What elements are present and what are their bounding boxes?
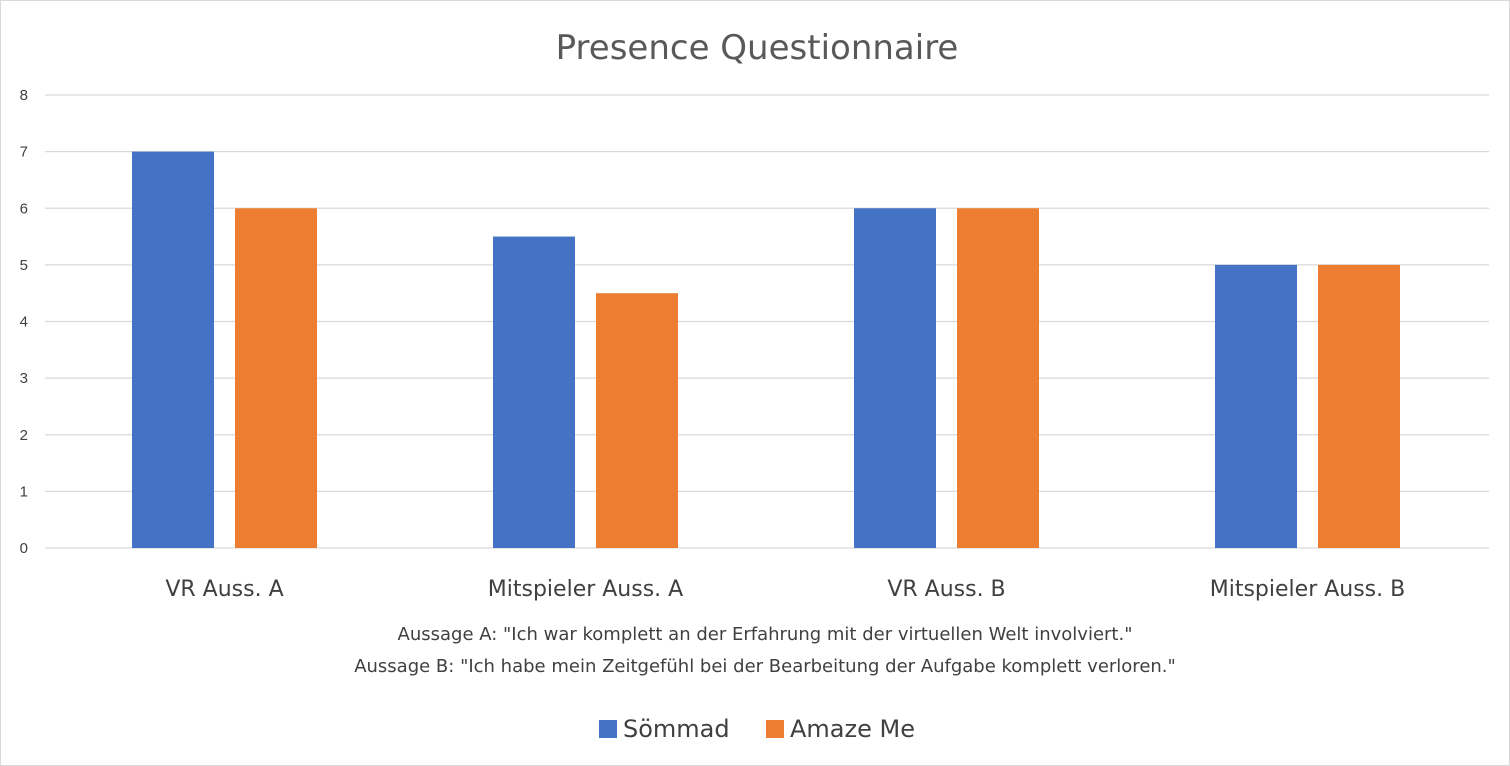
y-tick-label: 2 <box>20 427 28 444</box>
y-axis-tick-labels: 0 1 2 3 4 5 6 7 8 <box>20 87 28 557</box>
chart-title: Presence Questionnaire <box>556 28 959 68</box>
y-tick-label: 5 <box>20 257 28 274</box>
bars <box>132 151 1400 548</box>
x-tick-label: Mitspieler Auss. B <box>1210 577 1405 602</box>
bar-soemmad-4 <box>1215 264 1297 548</box>
x-tick-label: Mitspieler Auss. A <box>488 577 683 602</box>
y-tick-label: 1 <box>20 483 28 500</box>
x-tick-label: VR Auss. B <box>887 577 1005 602</box>
legend-label-amaze-me: Amaze Me <box>790 715 915 743</box>
bar-amaze-me-1 <box>235 208 317 548</box>
legend: Sömmad Amaze Me <box>599 715 915 743</box>
bar-amaze-me-2 <box>596 293 678 548</box>
bar-soemmad-1 <box>132 151 214 548</box>
legend-swatch-soemmad <box>599 720 617 738</box>
legend-swatch-amaze-me <box>766 720 784 738</box>
bar-soemmad-3 <box>854 208 936 548</box>
y-tick-label: 8 <box>20 87 28 104</box>
y-tick-label: 6 <box>20 200 28 217</box>
x-axis-tick-labels: VR Auss. A Mitspieler Auss. A VR Auss. B Mi… <box>165 577 1405 602</box>
x-tick-label: VR Auss. A <box>165 577 283 602</box>
bar-soemmad-2 <box>493 236 575 548</box>
y-tick-label: 3 <box>20 370 28 387</box>
y-tick-label: 0 <box>20 540 28 557</box>
bar-amaze-me-4 <box>1318 264 1400 548</box>
y-tick-label: 4 <box>20 314 28 331</box>
bar-amaze-me-3 <box>957 208 1039 548</box>
y-tick-label: 7 <box>20 144 28 161</box>
x-axis-label-line: Aussage A: "Ich war komplett an der Erfa… <box>398 624 1133 645</box>
legend-label-soemmad: Sömmad <box>623 715 730 743</box>
x-axis-label-line: Aussage B: "Ich habe mein Zeitgefühl bei… <box>354 656 1176 677</box>
x-axis-label: Aussage A: "Ich war komplett an der Erfa… <box>354 624 1176 677</box>
